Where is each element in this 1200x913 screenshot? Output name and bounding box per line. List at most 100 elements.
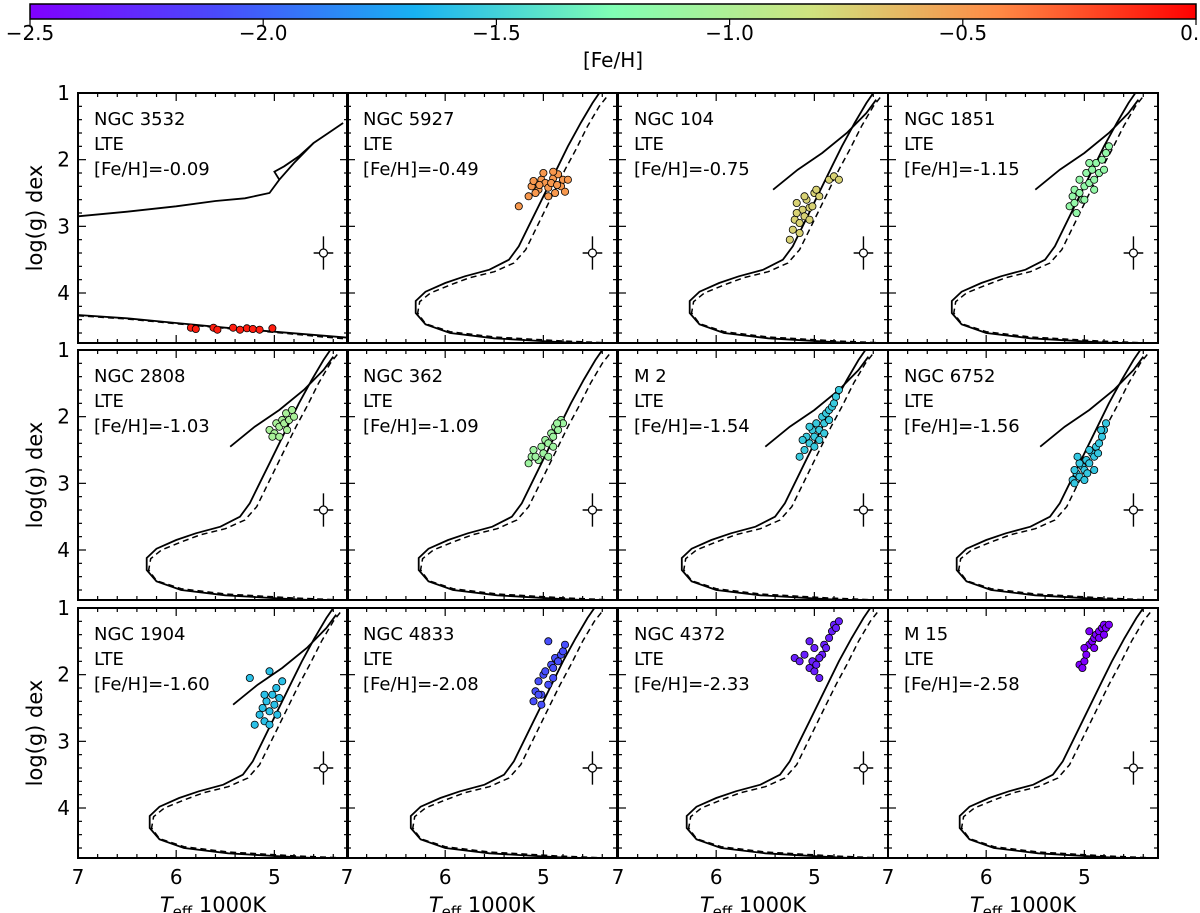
colorbar-ticks: −2.5 −2.0 −1.5 −1.0 −0.5 0.0 — [6, 19, 1200, 45]
star-point — [541, 667, 550, 676]
star-point — [812, 660, 821, 669]
axis-ticks — [346, 349, 617, 600]
colorbar-tick-label: −1.0 — [705, 21, 754, 45]
star-point — [537, 442, 546, 451]
star-point — [275, 432, 284, 441]
star-point — [529, 176, 538, 185]
star-point — [1085, 459, 1094, 468]
isochrone-line — [680, 350, 869, 600]
star-point — [275, 694, 284, 703]
horizontal-branch-line — [772, 99, 877, 191]
panel-mode: LTE — [634, 134, 664, 155]
colorbar-gradient — [29, 3, 1197, 20]
y-tick-label: 2 — [57, 148, 70, 172]
panel-cluster-name: NGC 5927 — [363, 109, 455, 130]
star-point — [554, 425, 563, 434]
star-point — [250, 720, 259, 729]
star-point — [534, 677, 543, 686]
star-point — [815, 435, 824, 444]
star-point — [834, 617, 843, 626]
star-point — [1082, 650, 1091, 659]
star-point — [549, 442, 558, 451]
panel-feh: [Fe/H]=-1.60 — [94, 674, 210, 695]
panel-ngc-104: NGC 104 LTE [Fe/H]=-0.75 — [617, 92, 889, 344]
star-point — [795, 657, 804, 666]
panel-feh: [Fe/H]=-2.58 — [904, 674, 1020, 695]
star-point — [812, 419, 821, 428]
x-tick-label: 7 — [72, 865, 85, 889]
panel-frame — [77, 92, 349, 344]
panel-feh: [Fe/H]=-1.56 — [904, 416, 1020, 437]
star-point — [1070, 465, 1079, 474]
star-point — [1095, 439, 1104, 448]
panel-mode: LTE — [634, 649, 664, 670]
y-axis-label: log(g) dex — [23, 680, 47, 787]
panel-cluster-name: M 15 — [904, 624, 948, 645]
star-point — [1085, 445, 1094, 454]
y-tick-label: 3 — [57, 729, 70, 753]
star-point — [820, 429, 829, 438]
star-point — [1088, 165, 1097, 174]
colorbar: −2.5 −2.0 −1.5 −1.0 −0.5 0.0 [Fe/H] — [6, 3, 1200, 72]
star-point — [788, 225, 797, 234]
error-bar — [582, 751, 603, 785]
star-point — [825, 415, 834, 424]
error-bar — [1123, 493, 1144, 527]
isochrone-dashed — [416, 95, 613, 343]
y-axis-label: log(g) dex — [23, 422, 47, 529]
panel-cluster-name: NGC 4833 — [363, 624, 455, 645]
star-point — [798, 435, 807, 444]
panel-frame — [346, 607, 618, 859]
axis-ticks — [887, 349, 1158, 600]
star-point — [265, 707, 274, 716]
star-point — [549, 674, 558, 683]
star-point — [553, 419, 562, 428]
error-bar — [582, 236, 603, 270]
horizontal-branch-line — [1039, 356, 1145, 448]
star-point — [800, 445, 809, 454]
star-point — [1082, 168, 1091, 177]
axis-ticks — [887, 92, 1158, 343]
star-point — [255, 710, 264, 719]
star-point — [258, 704, 267, 713]
panel-cluster-name: NGC 2808 — [94, 366, 186, 387]
star-point — [1098, 155, 1107, 164]
y-tick-label: 3 — [57, 214, 70, 238]
panel-feh: [Fe/H]=-0.75 — [634, 159, 750, 180]
panel-mode: LTE — [904, 391, 934, 412]
star-point — [262, 697, 271, 706]
x-tick-label: 5 — [1078, 865, 1091, 889]
star-point — [534, 690, 543, 699]
error-bar-center — [318, 248, 329, 258]
horizontal-branch-line — [1034, 99, 1140, 191]
star-point — [544, 452, 553, 461]
star-point — [268, 432, 277, 441]
star-point — [1104, 620, 1113, 629]
star-point — [1078, 664, 1087, 673]
star-point — [213, 325, 222, 334]
star-point — [1094, 449, 1103, 458]
isochrone-dashed — [150, 610, 347, 858]
panel-cluster-name: NGC 1904 — [94, 624, 186, 645]
error-bar — [853, 751, 874, 785]
star-point — [537, 700, 546, 709]
isochrone-line — [950, 93, 1139, 343]
star-point — [815, 192, 824, 201]
panel-feh: [Fe/H]=-0.49 — [363, 159, 479, 180]
star-point — [834, 175, 843, 184]
star-point — [544, 192, 553, 201]
colorbar-tick-label: −0.5 — [939, 21, 988, 45]
plot-area — [145, 350, 344, 600]
panel-ngc-5927: NGC 5927 LTE [Fe/H]=-0.49 — [346, 92, 618, 344]
x-tick-label: 5 — [808, 865, 821, 889]
panel-feh: [Fe/H]=-1.09 — [363, 416, 479, 437]
panel-ngc-6752: NGC 6752 LTE [Fe/H]=-1.56 — [887, 349, 1159, 601]
y-tick-label: 1 — [57, 338, 70, 362]
star-point — [1090, 465, 1099, 474]
panel-cluster-name: NGC 3532 — [94, 109, 186, 130]
plot-area — [78, 122, 348, 340]
star-point — [544, 680, 553, 689]
x-tick-label: 7 — [341, 865, 354, 889]
plot-area — [409, 608, 608, 858]
